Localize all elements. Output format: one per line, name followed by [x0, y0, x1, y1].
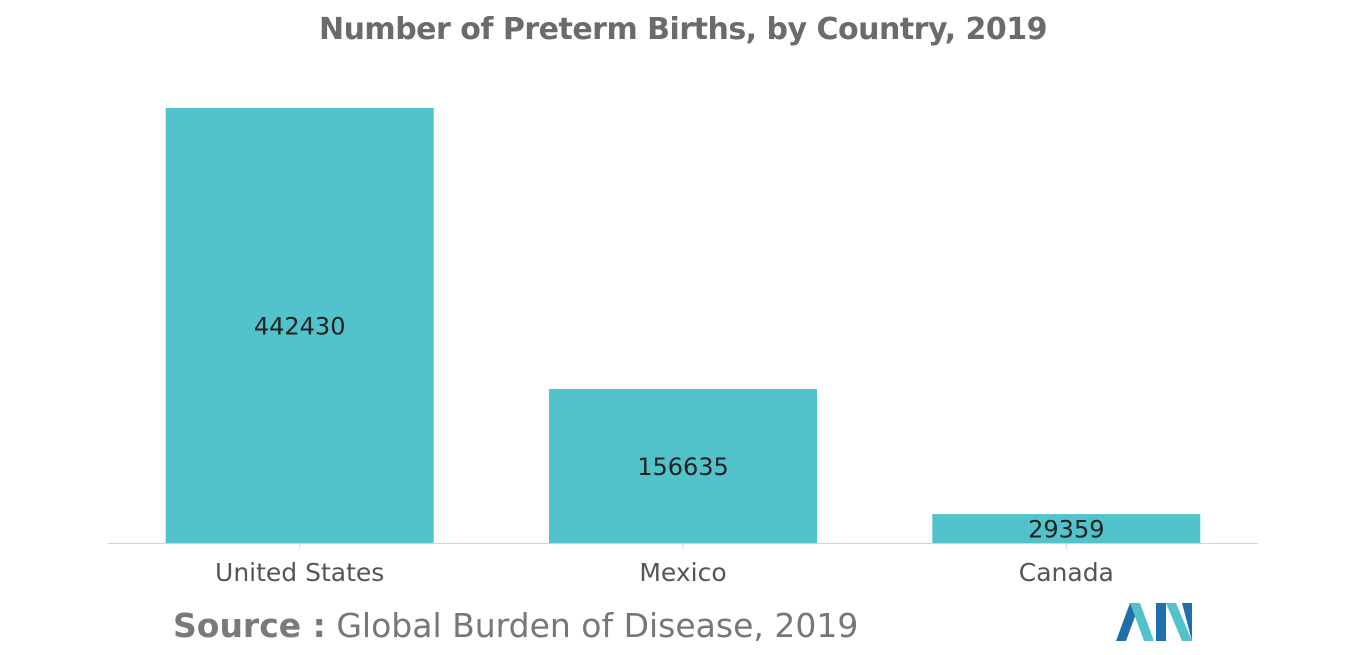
ticks-layer: United States Mexico Canada	[215, 543, 1114, 587]
x-tick-label: United States	[215, 558, 384, 587]
x-tick-label: Mexico	[639, 558, 726, 587]
data-label: 156635	[637, 453, 729, 481]
data-label: 442430	[254, 313, 346, 341]
data-label: 29359	[1028, 516, 1104, 544]
bar-united-states	[165, 108, 434, 543]
source-text: Global Burden of Disease, 2019	[336, 606, 859, 645]
bar-mexico	[549, 389, 817, 543]
source-line: Source : Global Burden of Disease, 2019	[173, 606, 858, 645]
labels-layer: 442430 156635 29359	[254, 313, 1105, 544]
bar-canada	[932, 514, 1201, 543]
chart-title: Number of Preterm Births, by Country, 20…	[318, 12, 1048, 47]
bars-layer	[165, 108, 1201, 543]
source-label: Source :	[173, 606, 326, 645]
x-tick-label: Canada	[1019, 558, 1114, 587]
mordor-intelligence-logo-icon	[1116, 603, 1192, 641]
